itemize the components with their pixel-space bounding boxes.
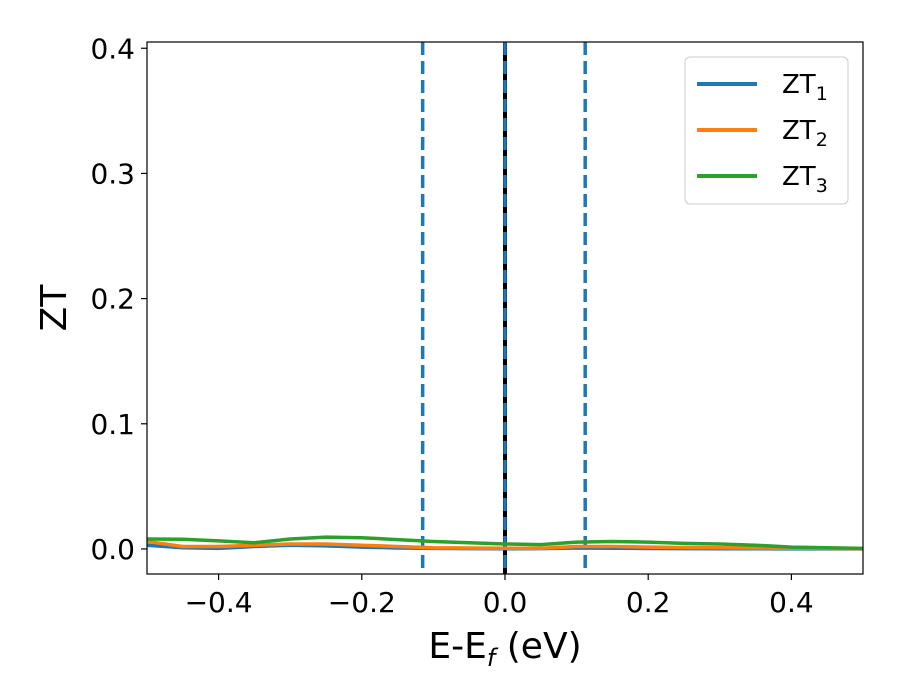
plot-area: [147, 42, 863, 574]
y-axis-label: ZT: [34, 284, 75, 332]
x-tick-label: 0.0: [483, 586, 528, 619]
y-axis: 0.0 0.1 0.2 0.3 0.4: [90, 32, 147, 566]
y-tick-label: 0.1: [90, 408, 135, 441]
legend-label-3: ZT3: [782, 162, 828, 197]
series-line-3: [147, 535, 863, 551]
y-tick-label: 0.0: [90, 533, 135, 566]
legend: ZT1 ZT2 ZT3: [684, 56, 849, 205]
x-axis-label: E-Ef (eV): [428, 626, 581, 672]
x-tick-label: 0.2: [626, 586, 671, 619]
legend-label-1: ZT1: [782, 70, 828, 105]
x-tick-label: −0.4: [185, 586, 253, 619]
x-axis: −0.4 −0.2 0.0 0.2 0.4: [185, 574, 814, 619]
x-tick-label: 0.4: [769, 586, 814, 619]
y-tick-label: 0.3: [90, 157, 135, 190]
y-tick-label: 0.4: [90, 32, 135, 65]
legend-frame: [684, 56, 849, 205]
y-tick-label: 0.2: [90, 283, 135, 316]
plot-content: [147, 42, 863, 574]
legend-label-2: ZT2: [782, 116, 828, 151]
series-line-2: [147, 539, 863, 551]
x-tick-label: −0.2: [328, 586, 396, 619]
